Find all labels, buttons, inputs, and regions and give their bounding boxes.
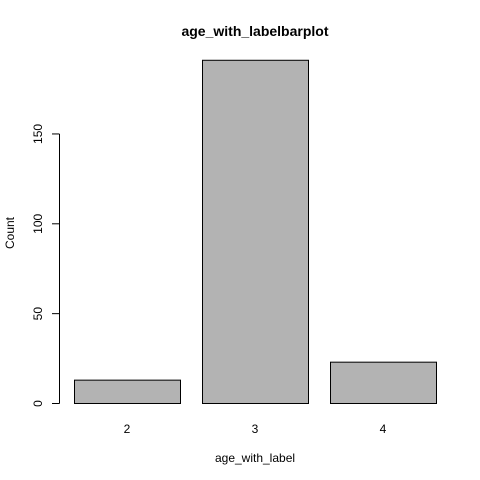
bar-3: [202, 59, 309, 404]
x-axis-label: age_with_label: [215, 451, 295, 465]
y-axis-ticks: 0 50 100 150: [31, 124, 60, 407]
bars-group: [74, 59, 437, 405]
y-tick-label-150: 150: [31, 124, 45, 144]
y-axis-label: Count: [3, 216, 17, 249]
x-tick-label-3: 3: [252, 422, 259, 436]
y-tick-label-50: 50: [31, 307, 45, 321]
y-tick-label-100: 100: [31, 213, 45, 233]
bar-2: [74, 379, 181, 405]
x-tick-label-4: 4: [380, 422, 387, 436]
y-tick-label-0: 0: [31, 400, 45, 407]
chart-title: age_with_labelbarplot: [181, 23, 328, 39]
bar-4: [330, 361, 437, 405]
x-tick-label-2: 2: [124, 422, 131, 436]
x-axis-tick-labels: 2 3 4: [124, 422, 387, 436]
